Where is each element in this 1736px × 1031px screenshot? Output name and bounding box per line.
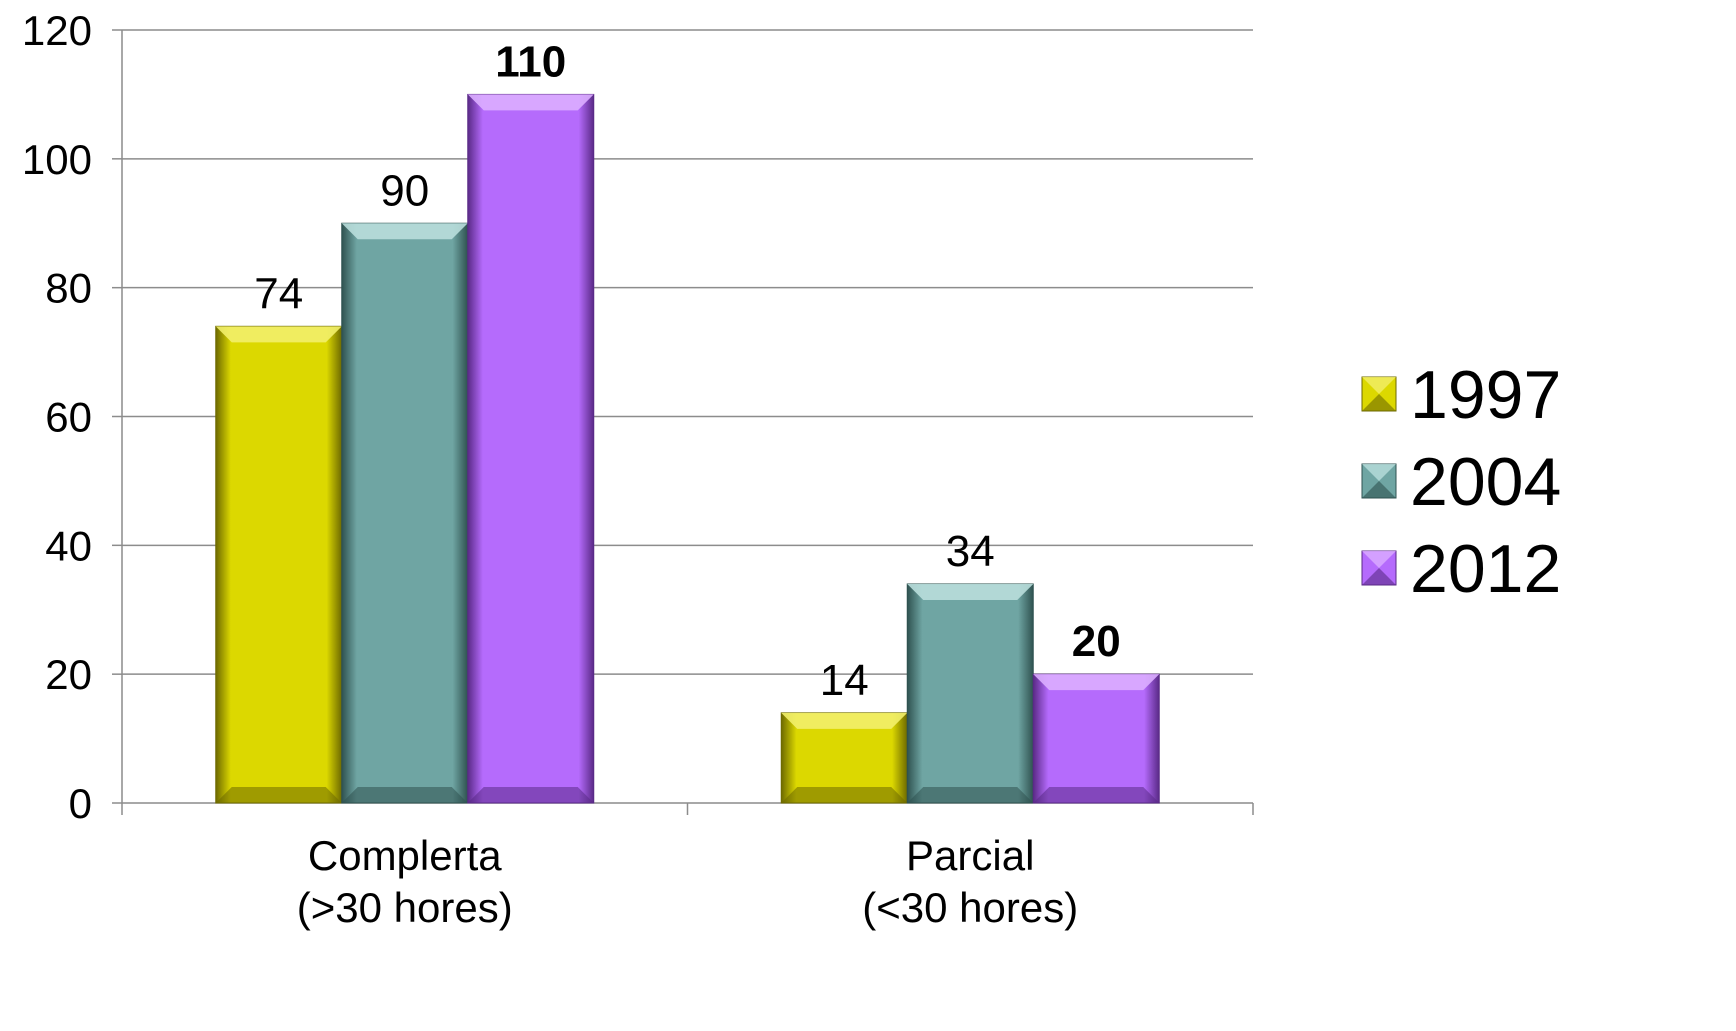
y-tick-label: 40 — [45, 522, 92, 569]
legend-label: 2012 — [1410, 531, 1561, 607]
legend: 1997 2004 2012 — [1362, 357, 1561, 607]
legend-item: 1997 — [1362, 357, 1561, 433]
bar — [468, 94, 594, 803]
y-tick-label: 60 — [45, 394, 92, 441]
y-tick-label: 80 — [45, 265, 92, 312]
category-label: Parcial (<30 hores) — [862, 832, 1078, 931]
data-label: 90 — [380, 166, 429, 215]
legend-label: 1997 — [1410, 357, 1561, 433]
y-tick-label: 100 — [22, 136, 92, 183]
legend-item: 2004 — [1362, 444, 1561, 520]
y-tick-label: 20 — [45, 651, 92, 698]
bar — [781, 713, 907, 803]
data-label: 14 — [820, 656, 869, 705]
bar — [216, 326, 342, 803]
legend-swatch — [1362, 377, 1396, 411]
bar — [342, 223, 468, 803]
legend-label: 2004 — [1410, 444, 1561, 520]
legend-swatch — [1362, 551, 1396, 585]
category-label: Complerta (>30 hores) — [297, 832, 513, 931]
legend-swatch — [1362, 464, 1396, 498]
data-label: 34 — [946, 527, 995, 576]
legend-item: 2012 — [1362, 531, 1561, 607]
bar — [907, 584, 1033, 803]
y-tick-label: 0 — [69, 780, 92, 827]
data-label: 110 — [495, 37, 566, 86]
bar — [1033, 674, 1159, 803]
data-label: 74 — [254, 269, 303, 318]
data-label: 20 — [1072, 617, 1121, 666]
bars — [216, 94, 1160, 803]
y-tick-label: 120 — [22, 7, 92, 54]
